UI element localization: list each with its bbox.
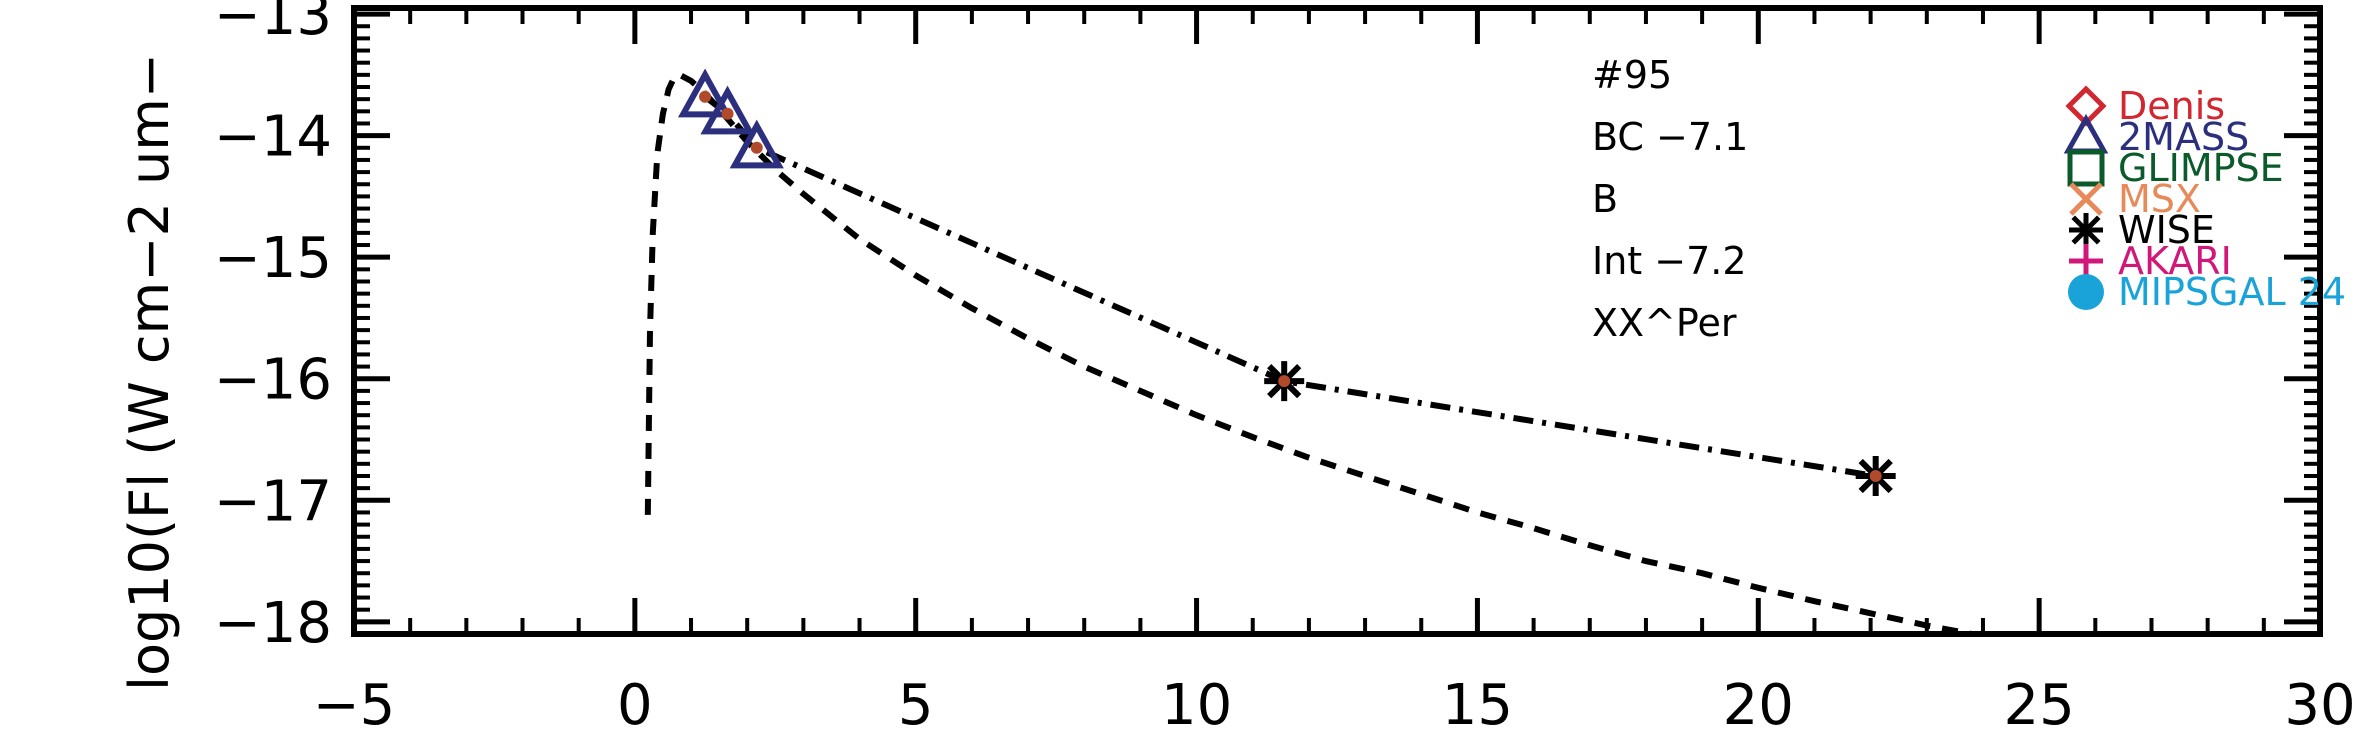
x-tick-label: 30 bbox=[2284, 673, 2355, 738]
x-tick-label: 5 bbox=[898, 673, 934, 738]
triangle-marker bbox=[677, 68, 733, 118]
legend-label: WISE bbox=[2118, 208, 2215, 252]
axes bbox=[351, 5, 2323, 637]
legend-entry-wise: WISE bbox=[2069, 208, 2215, 252]
legend-entry-akari: AKARI bbox=[2069, 239, 2232, 283]
y-tick-label: −17 bbox=[214, 469, 332, 534]
annotation-star-id: #95 bbox=[1592, 53, 1672, 97]
asterisk-icon-stroke bbox=[2071, 215, 2101, 245]
triangle-marker bbox=[700, 85, 755, 135]
annotation-block: #95 BC −7.1 B Int −7.2 XX^Per bbox=[1592, 53, 1748, 345]
y-tick-label: −14 bbox=[214, 105, 332, 170]
legend-entry-glimpse: GLIMPSE bbox=[2067, 146, 2284, 190]
y-tick-label: −13 bbox=[214, 0, 332, 48]
point-fill-dot bbox=[750, 141, 763, 154]
axis-ticks bbox=[351, 8, 2323, 636]
legend-entry-2mass: 2MASS bbox=[2063, 113, 2249, 159]
point-fill-dot bbox=[699, 90, 712, 103]
series-lines bbox=[644, 71, 1973, 637]
x-icon-stroke bbox=[2069, 182, 2103, 216]
legend-label: AKARI bbox=[2118, 239, 2232, 283]
legend-label: GLIMPSE bbox=[2118, 146, 2284, 190]
y-tick-label: −18 bbox=[214, 591, 332, 656]
data-point-2mass bbox=[729, 119, 784, 169]
y-axis-label: log10(Fl (W cm−2 um− bbox=[118, 53, 181, 691]
legend-label: MSX bbox=[2118, 177, 2201, 221]
point-fill-dot bbox=[721, 107, 734, 120]
point-fill-dot bbox=[1278, 375, 1291, 388]
data-points bbox=[677, 68, 1896, 496]
triangle-icon bbox=[2063, 113, 2109, 154]
legend-label: MIPSGAL 24 bbox=[2118, 270, 2346, 314]
plot-frame bbox=[351, 5, 2323, 637]
data-point-wise bbox=[1264, 361, 1305, 402]
x-tick-label: 20 bbox=[1723, 673, 1794, 738]
x-tick-label: 15 bbox=[1442, 673, 1513, 738]
square-icon bbox=[2067, 149, 2105, 187]
x-tick-label: 0 bbox=[617, 673, 653, 738]
point-fill-dot bbox=[1869, 469, 1882, 482]
annotation-name: XX^Per bbox=[1592, 301, 1737, 345]
x-tick-label: −5 bbox=[313, 673, 396, 738]
annotation-class: B bbox=[1592, 177, 1618, 221]
x-tick-label: 25 bbox=[2004, 673, 2075, 738]
legend-entry-denis: Denis bbox=[2065, 84, 2225, 128]
legend-entry-mipsgal-24: MIPSGAL 24 bbox=[2068, 270, 2346, 314]
legend-label: Denis bbox=[2118, 84, 2225, 128]
data-point-2mass bbox=[677, 68, 733, 118]
annotation-bc: BC −7.1 bbox=[1592, 115, 1748, 159]
y-tick-label: −16 bbox=[214, 348, 332, 413]
legend-label: 2MASS bbox=[2118, 115, 2249, 159]
axis-tick-labels: −5 0 5 10 15 20 25 30 −18 −17 −16 −15 −14 −13 bbox=[214, 0, 2356, 738]
triangle-marker bbox=[729, 119, 784, 169]
data-point-2mass bbox=[700, 85, 755, 135]
x-tick-label: 10 bbox=[1161, 673, 1232, 738]
data-point-wise bbox=[1855, 455, 1896, 496]
circle-icon bbox=[2068, 274, 2104, 310]
y-tick-label: −15 bbox=[214, 226, 332, 291]
y-axis-label-group: log10(Fl (W cm−2 um− bbox=[118, 53, 181, 691]
legend-entry-msx: MSX bbox=[2069, 177, 2201, 221]
model-sed-dashed-line bbox=[644, 71, 1973, 637]
annotation-int: Int −7.2 bbox=[1592, 239, 1747, 283]
